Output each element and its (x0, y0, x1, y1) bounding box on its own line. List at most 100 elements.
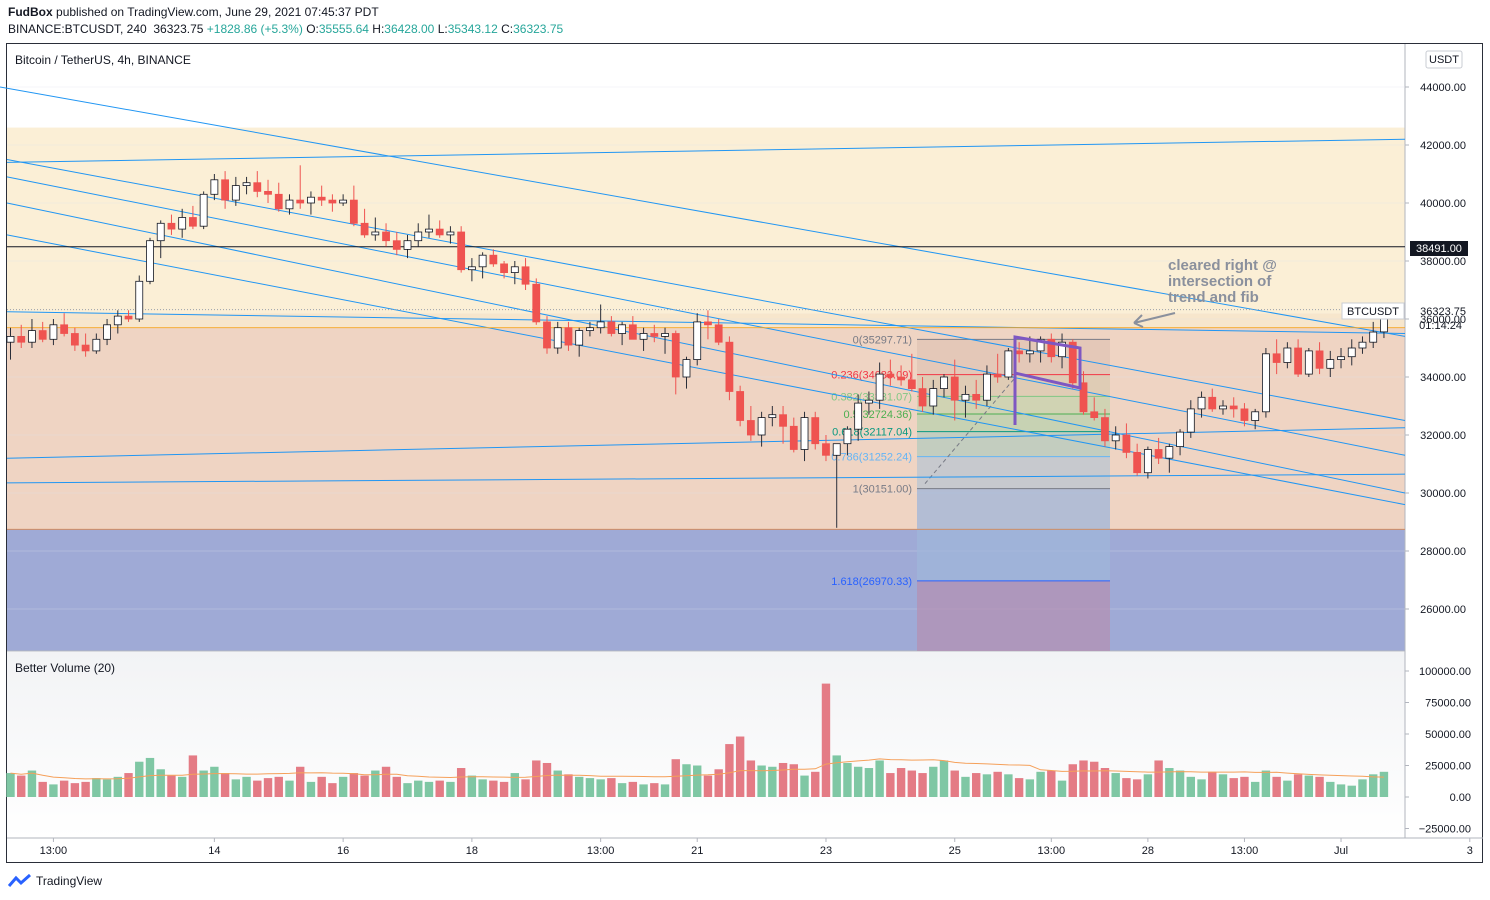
volume-bar (296, 766, 305, 797)
annotation-line: trend and fib (1168, 289, 1259, 306)
price-tick-label: 30000.00 (1420, 488, 1466, 500)
candle-down (382, 231, 390, 242)
volume-bar (38, 781, 47, 797)
bull-flag-pattern (1013, 335, 1082, 390)
candle-up (178, 217, 187, 230)
volume-bar (939, 760, 949, 797)
candle-down (189, 217, 197, 227)
candle-up (446, 231, 455, 236)
candle-up (146, 240, 154, 282)
volume-bar (102, 779, 112, 797)
candle-up (800, 417, 809, 450)
candle-down (435, 228, 444, 236)
candle-up (596, 321, 605, 329)
volume-bar (328, 783, 337, 797)
volume-tick-label: 25000.00 (1425, 761, 1471, 773)
candle-down (704, 321, 712, 326)
volume-bar (521, 779, 530, 797)
volume-bar (768, 766, 777, 797)
volume-bar (1197, 779, 1206, 797)
volume-bar (671, 759, 680, 797)
volume-bar (1143, 774, 1153, 797)
volume-bar (735, 736, 745, 797)
candle-down (1229, 405, 1238, 410)
candle-up (961, 393, 970, 401)
volume-bar (360, 775, 369, 797)
candle-down (1154, 449, 1163, 459)
candle-down (897, 376, 905, 381)
candle-down (274, 193, 283, 210)
volume-tick-label: 0.00 (1450, 792, 1471, 804)
volume-bar (1336, 784, 1346, 797)
close-value: 36323.75 (513, 22, 564, 36)
volume-bar (1079, 760, 1088, 797)
volume-bar (1304, 775, 1314, 797)
candle-up (693, 321, 702, 360)
volume-tick-label: 50000.00 (1425, 729, 1471, 741)
candle-down (70, 333, 79, 346)
candle-up (6, 335, 15, 343)
candle-down (628, 324, 637, 340)
time-tick-label: 13:00 (1231, 845, 1259, 857)
fib-band (917, 456, 1110, 489)
footer[interactable]: TradingView (8, 874, 102, 888)
candle-down (1122, 434, 1131, 453)
candle-up (768, 414, 777, 419)
candle-up (478, 254, 487, 268)
volume-bar (435, 780, 444, 797)
volume-bar (832, 755, 841, 797)
volume-bar (1240, 776, 1249, 797)
annotation-line: intersection of (1168, 273, 1272, 290)
volume-bar (274, 776, 283, 797)
open-value: 35555.64 (318, 22, 369, 36)
time-tick-label: 25 (949, 845, 961, 857)
chart-frame (6, 43, 1483, 863)
volume-bar (1272, 776, 1281, 797)
candle-down (607, 321, 616, 334)
volume-bar (703, 775, 713, 797)
candle-up (1058, 341, 1066, 358)
candle-down (167, 222, 176, 230)
high-value: 36428.00 (384, 22, 435, 36)
volume-bar (864, 768, 874, 797)
publish-info: FudBox published on TradingView.com, Jun… (8, 5, 379, 19)
volume-bar (1283, 780, 1292, 797)
candle-up (1304, 350, 1313, 375)
trend-line (6, 176, 1406, 456)
candle-up (199, 193, 208, 227)
candle-up (1219, 405, 1227, 410)
trend-line (0, 86, 1406, 337)
volume-ma-line (10, 758, 1384, 780)
volume-bar (156, 769, 165, 797)
candle-up (575, 330, 584, 346)
time-tick-label: 16 (337, 845, 349, 857)
zone-bottom-band (7, 529, 1405, 651)
candle-up (467, 266, 476, 271)
volume-bar (993, 771, 1002, 797)
candle-up (113, 315, 122, 326)
volume-bar (177, 776, 187, 797)
volume-bar (596, 779, 605, 797)
volume-bar (145, 757, 155, 797)
last-price: 36323.75 (153, 22, 204, 36)
candle-down (1133, 451, 1142, 474)
volume-bar (1175, 770, 1185, 797)
volume-bar (1208, 771, 1217, 797)
volume-bar (660, 784, 670, 797)
volume-bar (1154, 760, 1163, 797)
publish-text: published on TradingView.com, June 29, 2… (56, 5, 379, 19)
volume-bar (1358, 779, 1367, 797)
volume-bar (607, 778, 616, 797)
candle-up (1326, 359, 1335, 369)
price-tick-label: 34000.00 (1420, 372, 1466, 384)
volume-bar (167, 775, 176, 797)
candle-up (425, 228, 433, 233)
fib-band (917, 431, 1110, 457)
volume-bar (1347, 785, 1356, 797)
volume-title: Better Volume (20) (15, 661, 115, 675)
low-label: L: (437, 22, 448, 36)
currency-badge: USDT (1429, 54, 1459, 66)
candle-up (1197, 396, 1206, 410)
volume-bar (1250, 781, 1260, 797)
